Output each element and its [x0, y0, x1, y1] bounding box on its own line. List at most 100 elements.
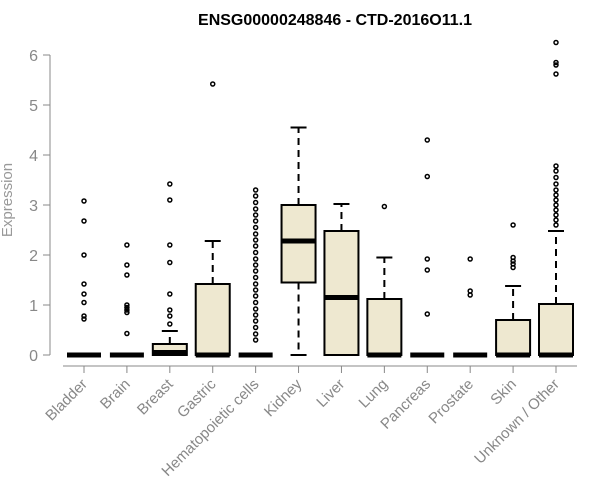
chart-title: ENSG00000248846 - CTD-2016O11.1: [198, 12, 472, 29]
box-prostate: [453, 256, 488, 358]
y-tick-label: 6: [29, 48, 38, 65]
outlier-point: [252, 218, 259, 224]
outlier-point: [424, 311, 431, 317]
outlier-point: [510, 222, 516, 228]
box-liver: [323, 203, 360, 356]
outlier-point: [81, 198, 87, 204]
outlier-point: [124, 307, 130, 313]
boxes-group: [67, 39, 574, 358]
x-tick-label: Bladder: [42, 376, 91, 425]
outlier-point: [252, 199, 259, 206]
outlier-point: [124, 309, 130, 316]
outlier-point: [553, 174, 559, 181]
x-tick-label: Skin: [487, 376, 520, 409]
outlier-point: [510, 261, 516, 267]
box-brain: [109, 242, 144, 358]
box-iqr: [366, 298, 403, 356]
outlier-point: [553, 202, 559, 208]
x-tick-label: Prostate: [425, 376, 477, 428]
outlier-point: [424, 173, 431, 180]
outlier-point: [553, 217, 559, 223]
outlier-point: [381, 203, 388, 210]
outlier-point: [81, 281, 87, 287]
outlier-point: [167, 291, 173, 297]
outlier-point: [252, 231, 259, 237]
outlier-point: [553, 187, 559, 193]
outlier-point: [81, 316, 87, 322]
outlier-point: [81, 218, 87, 224]
outlier-point: [124, 262, 130, 268]
outlier-point: [252, 324, 259, 331]
y-tick-label: 2: [29, 248, 38, 265]
box-iqr: [495, 319, 532, 356]
outlier-point: [124, 242, 130, 248]
outlier-point: [252, 293, 259, 299]
outlier-point: [252, 331, 259, 337]
outlier-point: [467, 288, 473, 294]
y-tick-label: 3: [29, 198, 38, 215]
box-iqr: [538, 303, 574, 356]
outlier-point: [553, 207, 559, 213]
outlier-point: [252, 249, 259, 256]
box-kidney: [280, 126, 317, 356]
outlier-point: [553, 39, 559, 46]
outlier-point: [424, 267, 431, 273]
outlier-point: [252, 268, 259, 274]
box-pancreas: [410, 137, 445, 358]
outlier-point: [167, 321, 173, 327]
outlier-point: [167, 313, 173, 319]
outlier-point: [167, 307, 173, 313]
outlier-point: [81, 299, 87, 306]
outlier-point: [167, 181, 173, 187]
outlier-point: [252, 299, 259, 306]
x-tick-label: Brain: [97, 376, 134, 413]
outlier-point: [553, 212, 559, 218]
outlier-point: [553, 168, 559, 174]
outlier-point: [252, 237, 259, 243]
outlier-point: [510, 254, 516, 261]
outlier-point: [252, 243, 259, 249]
outlier-point: [167, 242, 173, 248]
y-tick-label: 5: [29, 98, 38, 115]
outlier-point: [553, 181, 559, 187]
outlier-point: [553, 222, 559, 228]
box-hematopoietic-cells: [238, 187, 273, 358]
outlier-point: [167, 197, 173, 203]
outlier-point: [553, 163, 559, 169]
box-bladder: [67, 198, 101, 358]
x-tick-label: Liver: [313, 376, 348, 411]
x-tick-label: Kidney: [261, 375, 306, 420]
outlier-point: [252, 193, 259, 199]
x-tick-label: Breast: [134, 375, 177, 418]
outlier-point: [252, 318, 259, 324]
outlier-point: [124, 272, 130, 278]
outlier-point: [252, 287, 259, 293]
outlier-point: [553, 59, 559, 66]
box-iqr: [323, 230, 360, 356]
outlier-point: [424, 137, 431, 143]
box-iqr: [280, 204, 317, 284]
outlier-point: [81, 252, 87, 258]
box-iqr: [194, 283, 231, 356]
box-unknown-other: [538, 39, 574, 358]
x-tick-label: Lung: [356, 376, 392, 412]
outlier-point: [252, 212, 259, 218]
y-tick-label: 0: [29, 348, 38, 365]
outlier-point: [81, 313, 87, 319]
outlier-point: [467, 256, 473, 262]
outlier-point: [252, 187, 259, 193]
outlier-point: [209, 81, 216, 87]
outlier-point: [252, 274, 259, 281]
outlier-point: [252, 312, 259, 318]
box-breast: [151, 181, 188, 356]
outlier-point: [124, 330, 130, 337]
outlier-point: [81, 291, 87, 297]
outlier-point: [252, 256, 259, 262]
y-axis-label: Expression: [0, 163, 16, 237]
outlier-point: [167, 259, 173, 266]
y-tick-label: 1: [29, 298, 38, 315]
y-tick-label: 4: [29, 148, 38, 165]
outlier-point: [252, 224, 259, 231]
